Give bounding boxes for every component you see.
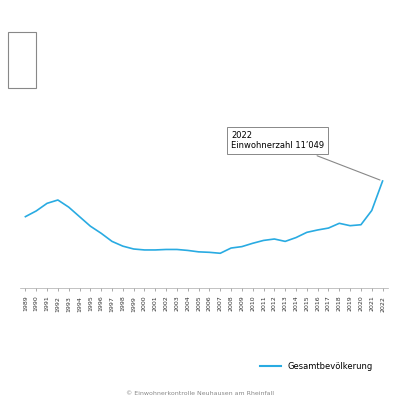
Text: © Einwohnerkontrolle Neuhausen am Rheinfall: © Einwohnerkontrolle Neuhausen am Rheinf… [126, 391, 274, 396]
Legend: Gesamtbevölkerung: Gesamtbevölkerung [257, 359, 376, 375]
Text: 2022
Einwohnerzahl 11’049: 2022 Einwohnerzahl 11’049 [231, 131, 380, 180]
